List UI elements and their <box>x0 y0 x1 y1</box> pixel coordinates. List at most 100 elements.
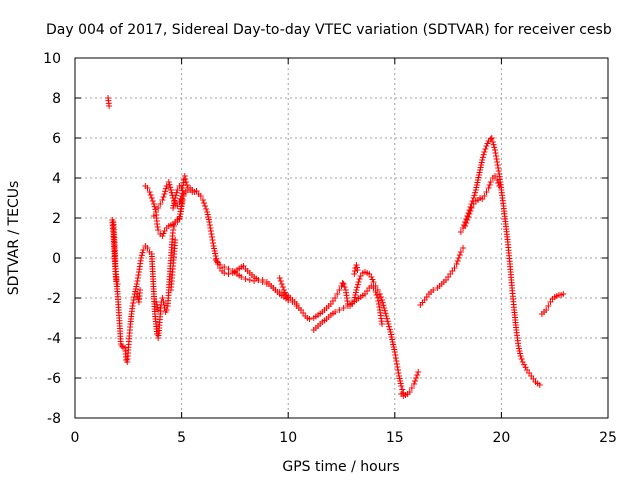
data-point <box>412 378 419 384</box>
data-point <box>486 182 493 188</box>
data-point <box>138 255 145 261</box>
data-point <box>340 281 347 287</box>
data-point <box>521 361 528 368</box>
data-point <box>517 353 524 359</box>
data-point <box>166 181 173 188</box>
data-point <box>492 150 499 156</box>
data-point <box>560 291 567 297</box>
data-point <box>167 184 174 191</box>
data-point <box>479 157 486 163</box>
y-tick-label: -8 <box>47 411 61 427</box>
data-point <box>457 229 464 235</box>
y-tick-label: -4 <box>47 331 61 347</box>
data-point <box>495 165 502 171</box>
data-point <box>216 262 223 268</box>
data-point <box>159 295 166 301</box>
data-point <box>381 305 388 311</box>
data-point <box>152 206 159 213</box>
data-point <box>406 389 413 395</box>
data-point <box>242 276 249 282</box>
data-point <box>402 392 409 398</box>
data-point <box>334 291 341 297</box>
y-tick-labels: -8 -6 -4 -2 0 2 4 6 8 10 <box>43 51 61 427</box>
data-point <box>178 185 185 191</box>
data-point <box>373 292 380 298</box>
data-point <box>332 295 339 301</box>
data-point <box>519 359 526 365</box>
data-point <box>259 277 266 283</box>
data-point <box>395 370 402 376</box>
data-point <box>177 196 184 202</box>
data-point <box>376 291 383 297</box>
data-point <box>460 245 467 251</box>
data-point <box>154 221 161 227</box>
data-point <box>380 302 387 309</box>
data-point <box>106 103 113 109</box>
data-point <box>336 307 343 313</box>
data-point <box>454 258 461 264</box>
data-point <box>375 301 382 307</box>
data-point <box>343 295 350 301</box>
data-point <box>383 315 390 322</box>
x-tick-label: 0 <box>71 430 80 446</box>
data-point <box>392 352 399 358</box>
data-point <box>153 301 160 308</box>
data-point <box>493 153 500 159</box>
data-point <box>482 146 489 152</box>
data-point <box>208 231 215 237</box>
data-point <box>488 135 495 141</box>
data-point <box>183 182 190 188</box>
data-point <box>133 281 140 287</box>
data-point <box>466 211 473 217</box>
data-point <box>140 247 147 253</box>
data-point <box>150 201 157 207</box>
data-point <box>154 224 161 230</box>
data-point <box>129 303 136 309</box>
data-point <box>463 220 470 226</box>
data-point <box>170 227 177 233</box>
x-tick-label: 20 <box>492 430 510 446</box>
data-point <box>214 258 221 265</box>
data-point <box>341 284 348 290</box>
data-point <box>174 187 181 193</box>
data-point <box>208 234 215 240</box>
data-point <box>413 375 420 381</box>
data-point <box>379 321 386 327</box>
y-tick-label: 6 <box>52 131 61 147</box>
data-point <box>386 323 393 330</box>
data-point <box>182 179 189 185</box>
data-point <box>130 297 137 303</box>
data-point <box>379 297 386 303</box>
data-point <box>392 355 399 361</box>
data-point <box>225 266 232 272</box>
data-point <box>139 249 146 256</box>
data-point <box>385 321 392 327</box>
data-point <box>134 275 141 281</box>
data-point <box>356 276 363 282</box>
data-point <box>151 203 158 210</box>
data-point <box>276 289 283 295</box>
data-point <box>157 305 164 311</box>
data-point <box>251 278 258 284</box>
x-axis-label: GPS time / hours <box>282 459 399 475</box>
data-points <box>105 95 567 399</box>
data-point <box>272 287 279 293</box>
data-point <box>336 287 343 293</box>
data-point <box>154 304 161 311</box>
data-point <box>200 200 207 206</box>
y-axis-label: SDTVAR / TECUs <box>6 181 22 296</box>
data-point <box>374 295 381 301</box>
data-point <box>163 183 170 189</box>
data-point <box>398 383 405 389</box>
data-point <box>518 356 525 362</box>
data-point <box>176 199 183 205</box>
data-point <box>180 191 187 197</box>
data-point <box>481 193 488 199</box>
data-point <box>130 300 137 306</box>
data-point <box>246 277 253 283</box>
data-point <box>483 189 490 195</box>
data-point <box>113 277 120 283</box>
data-point <box>353 287 360 293</box>
data-point <box>137 287 144 293</box>
